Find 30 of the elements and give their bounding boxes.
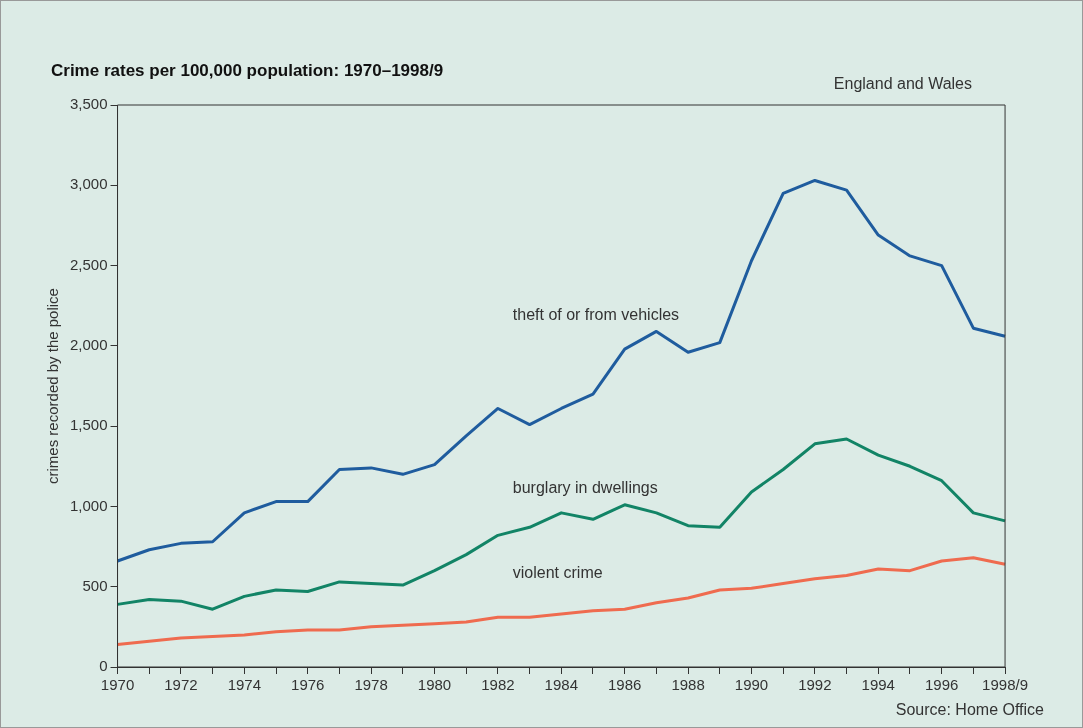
x-tick-label: 1970 <box>100 676 135 694</box>
series-label: theft of or from vehicles <box>512 305 680 323</box>
x-tick-label: 1988 <box>671 676 705 694</box>
y-tick-label: 1,500 <box>69 416 108 434</box>
source-note: Source: Home Office <box>895 701 1044 719</box>
x-tick-label: 1980 <box>417 676 452 694</box>
series-label: violent crime <box>512 564 603 582</box>
x-tick-label: 1974 <box>227 676 262 694</box>
series-label: burglary in dwellings <box>512 479 658 497</box>
x-tick-label: 1982 <box>481 676 515 694</box>
y-tick-label: 3,000 <box>69 175 108 193</box>
y-tick-label: 0 <box>99 657 108 675</box>
x-tick-label: 1992 <box>798 676 832 694</box>
y-tick-label: 2,500 <box>69 255 108 273</box>
chart-title: Crime rates per 100,000 population: 1970–1998/9 <box>51 61 444 81</box>
x-tick-label: 1996 <box>924 676 959 694</box>
x-tick-label: 1978 <box>354 676 388 694</box>
y-tick-label: 500 <box>82 576 108 594</box>
x-tick-label: 1972 <box>164 676 198 694</box>
y-axis-title: crimes recorded by the police <box>44 288 62 484</box>
y-tick-label: 3,500 <box>69 95 108 113</box>
x-tick-label: 1998/9 <box>982 676 1029 694</box>
x-tick-label: 1984 <box>544 676 578 694</box>
x-tick-label: 1994 <box>861 676 895 694</box>
chart-subtitle: England and Wales <box>833 75 972 93</box>
y-tick-label: 2,000 <box>69 336 108 353</box>
y-tick-label: 1,000 <box>69 496 108 514</box>
x-tick-label: 1986 <box>608 676 642 694</box>
x-tick-label: 1990 <box>734 676 769 694</box>
x-tick-label: 1976 <box>291 676 325 694</box>
